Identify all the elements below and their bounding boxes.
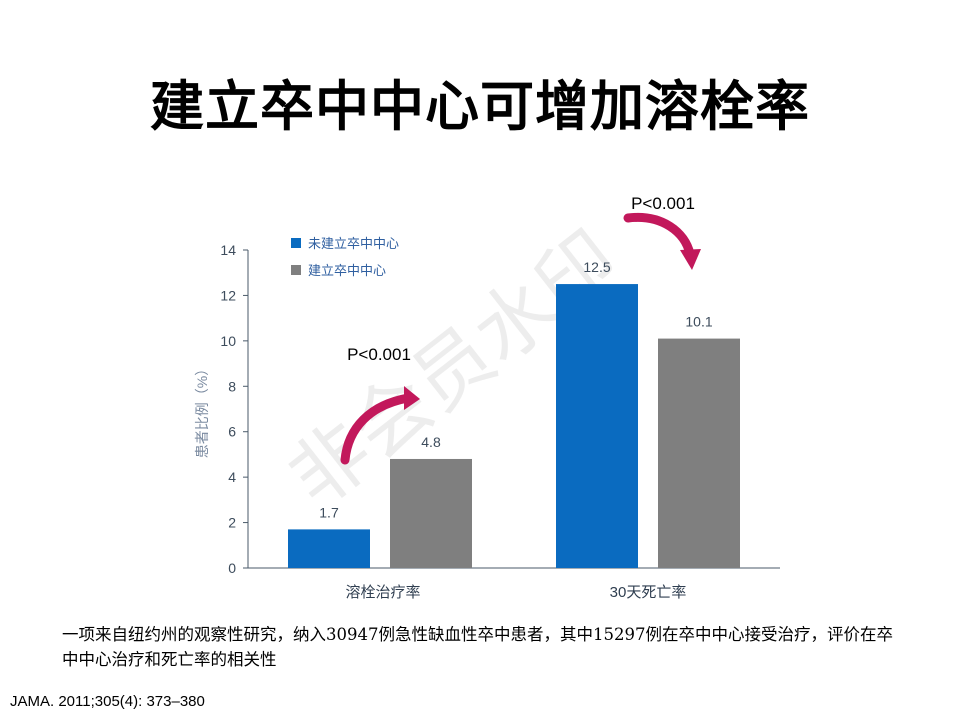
data-label: 12.5 [583, 259, 610, 275]
p-value-annotation-2: P<0.001 [631, 194, 695, 213]
y-tick-label: 0 [228, 560, 236, 576]
y-tick-label: 4 [228, 469, 236, 485]
y-tick-label: 14 [220, 242, 236, 258]
legend-label: 未建立卒中中心 [308, 236, 399, 251]
citation: JAMA. 2011;305(4): 373–380 [10, 693, 205, 710]
p-value-annotation-1: P<0.001 [347, 345, 411, 364]
bar-no-stroke-center-1 [288, 529, 370, 568]
y-tick-label: 10 [220, 333, 236, 349]
legend-swatch [291, 265, 301, 275]
study-caption: 一项来自纽约州的观察性研究，纳入30947例急性缺血性卒中患者，其中15297例… [62, 625, 893, 669]
legend-label: 建立卒中中心 [308, 263, 386, 278]
data-label: 1.7 [319, 504, 339, 520]
x-category-label: 溶栓治疗率 [345, 584, 420, 601]
arrow-shape-1 [340, 393, 413, 465]
x-category-label: 30天死亡率 [610, 584, 687, 601]
bar-stroke-center-2 [658, 338, 740, 568]
data-label: 4.8 [421, 434, 441, 450]
bar-no-stroke-center-2 [556, 284, 638, 568]
y-tick-label: 12 [220, 287, 236, 303]
y-tick-label: 6 [228, 424, 236, 440]
bar-stroke-center-1 [390, 458, 472, 568]
y-axis-title: 患者比例（%） [194, 362, 210, 458]
slide-title: 建立卒中中心可增加溶栓率 [150, 74, 810, 138]
data-label: 10.1 [685, 314, 712, 330]
y-tick-label: 8 [228, 378, 236, 394]
legend-swatch [291, 238, 301, 248]
arrow-shape-2 [623, 212, 695, 259]
y-tick-label: 2 [228, 515, 236, 531]
arrow-head-2 [680, 249, 701, 270]
arrow-head-1 [404, 386, 420, 410]
